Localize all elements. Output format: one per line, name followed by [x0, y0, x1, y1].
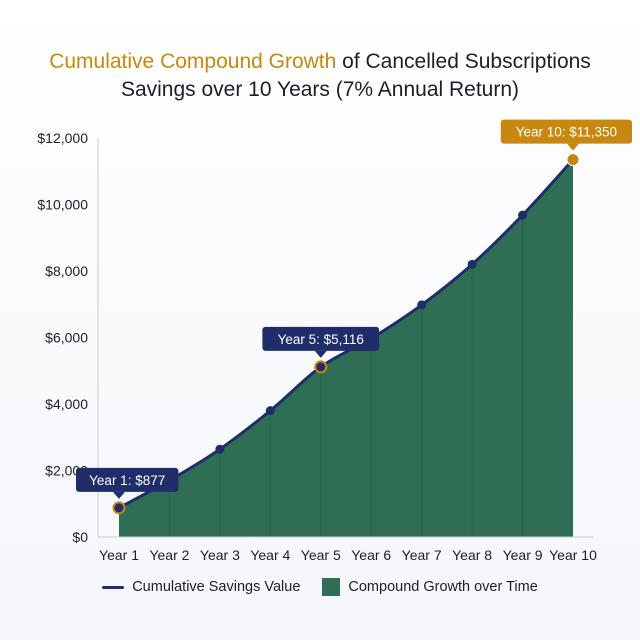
- legend-area-swatch: [322, 578, 341, 596]
- x-tick-label: Year 8: [452, 547, 492, 563]
- callout-box: [76, 467, 179, 492]
- chart-title: Cumulative Compound Growth of Cancelled …: [0, 48, 640, 104]
- data-point: [518, 210, 528, 220]
- callout-box: [262, 326, 380, 351]
- legend-area-label: Compound Growth over Time: [348, 579, 538, 595]
- data-point: [215, 444, 225, 454]
- y-tick-label: $4,000: [45, 396, 88, 412]
- area-fill: [119, 159, 573, 538]
- data-point: [566, 153, 580, 167]
- x-tick-label: Year 3: [200, 547, 240, 563]
- data-point: [417, 300, 427, 310]
- y-tick-label: $8,000: [45, 263, 88, 279]
- x-tick-label: Year 4: [250, 547, 290, 563]
- callout-label: Year 10: $11,350: [516, 125, 617, 140]
- data-point: [467, 259, 477, 269]
- legend-line-marker: [102, 585, 125, 589]
- x-tick-label: Year 9: [503, 547, 543, 563]
- data-point: [265, 406, 275, 416]
- callout-label: Year 5: $5,116: [278, 332, 364, 347]
- y-tick-label: $0: [72, 529, 88, 545]
- data-point: [112, 501, 126, 515]
- legend: Cumulative Savings Value Compound Growth…: [0, 578, 640, 596]
- legend-line-label: Cumulative Savings Value: [132, 579, 301, 595]
- chart-subtitle: Savings over 10 Years (7% Annual Return): [120, 78, 520, 101]
- y-tick-label: $6,000: [45, 330, 88, 346]
- callout-pointer: [314, 350, 327, 358]
- legend-item-line: Cumulative Savings Value: [102, 579, 300, 595]
- x-tick-label: Year 7: [402, 547, 442, 563]
- data-point: [314, 360, 328, 374]
- legend-item-area: Compound Growth over Time: [322, 578, 538, 596]
- callout-pointer: [113, 491, 125, 499]
- y-tick-label: $10,000: [37, 197, 88, 213]
- x-tick-label: Year 5: [301, 547, 341, 563]
- callout-label: Year 1: $877: [89, 473, 165, 488]
- x-tick-label: Year 6: [351, 547, 391, 563]
- chart-title-highlight: Cumulative Compound Growth: [49, 50, 337, 73]
- x-tick-label: Year 10: [549, 547, 597, 563]
- x-tick-label: Year 2: [149, 547, 189, 563]
- callout-box: [500, 119, 632, 144]
- x-tick-label: Year 1: [99, 547, 139, 563]
- chart-title-rest: of Cancelled Subscriptions: [336, 50, 591, 73]
- y-tick-label: $12,000: [37, 130, 88, 146]
- callout-pointer: [567, 143, 579, 151]
